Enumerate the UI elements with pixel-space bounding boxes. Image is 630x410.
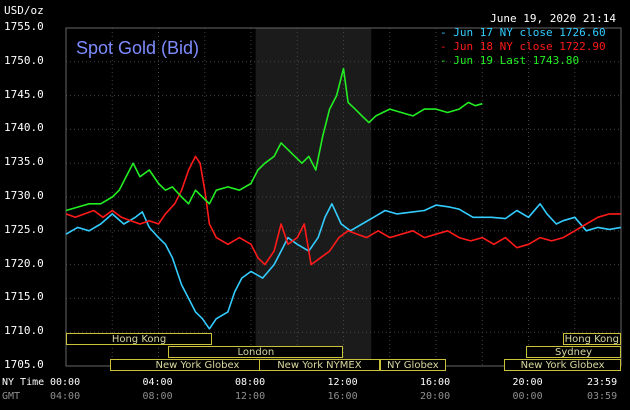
- y-tick-label: 1710.0: [4, 324, 44, 338]
- series-line-2: [65, 67, 483, 212]
- x-tick-ny: 16:00: [420, 377, 451, 388]
- y-tick-label: 1705.0: [4, 358, 44, 371]
- session-bar-5: Hong Kong: [562, 333, 621, 345]
- ny-time-title: NY Time: [2, 377, 45, 388]
- session-bar-1: London: [168, 346, 344, 358]
- chart-title: Spot Gold (Bid): [76, 38, 200, 58]
- session-bar-2: New York Globex: [109, 359, 286, 371]
- series-line-0: [65, 203, 621, 330]
- y-tick-label: 1725.0: [4, 222, 44, 236]
- legend-item-jun17: - Jun 17 NY close 1726.60: [440, 26, 606, 39]
- y-tick-label: 1730.0: [4, 189, 44, 202]
- timestamp: June 19, 2020 21:14: [490, 12, 616, 25]
- session-bar-4: NY Globex: [380, 359, 446, 371]
- x-tick-gmt: 00:00: [512, 391, 543, 402]
- y-tick-label: 1745.0: [4, 87, 44, 101]
- x-tick-ny: 04:00: [142, 377, 173, 388]
- legend-item-jun19: - Jun 19 Last 1743.80: [440, 54, 580, 67]
- y-tick-label: 1750.0: [4, 53, 44, 67]
- y-tick-label: 1755.0: [4, 20, 44, 33]
- legend-label-jun17: Jun 17 NY close 1726.60: [453, 26, 606, 39]
- series-line-1: [65, 155, 621, 266]
- gmt-title: GMT: [2, 391, 21, 402]
- x-tick-gmt: 20:00: [420, 391, 451, 402]
- legend-label-jun18: Jun 18 NY close 1722.90: [453, 40, 606, 53]
- x-tick-gmt: 04:00: [50, 391, 81, 402]
- session-bar-0: Hong Kong: [66, 333, 213, 345]
- x-tick-gmt: 03:59: [587, 391, 618, 402]
- x-tick-ny: 08:00: [235, 377, 266, 388]
- y-tick-label: 1720.0: [4, 256, 44, 270]
- x-tick-gmt: 12:00: [235, 391, 266, 402]
- x-tick-ny: 20:00: [512, 377, 543, 388]
- x-tick-gmt: 08:00: [142, 391, 173, 402]
- y-tick-label: 1740.0: [4, 121, 44, 135]
- x-tick-gmt: 16:00: [327, 391, 358, 402]
- legend: - Jun 17 NY close 1726.60 - Jun 18 NY cl…: [440, 26, 606, 68]
- session-bar-6: Sydney: [526, 346, 621, 358]
- x-tick-ny: 00:00: [50, 377, 81, 388]
- legend-label-jun19: Jun 19 Last 1743.80: [453, 54, 580, 67]
- y-tick-label: 1735.0: [4, 155, 44, 169]
- y-tick-label: 1715.0: [4, 290, 44, 304]
- session-bar-3: New York NYMEX: [258, 359, 380, 371]
- x-tick-ny: 12:00: [327, 377, 358, 388]
- session-bar-7: New York Globex: [504, 359, 621, 371]
- highlight-band: [255, 28, 372, 366]
- legend-item-jun18: - Jun 18 NY close 1722.90: [440, 40, 606, 53]
- x-tick-ny: 23:59: [587, 377, 618, 388]
- y-axis-unit: USD/oz: [4, 4, 44, 17]
